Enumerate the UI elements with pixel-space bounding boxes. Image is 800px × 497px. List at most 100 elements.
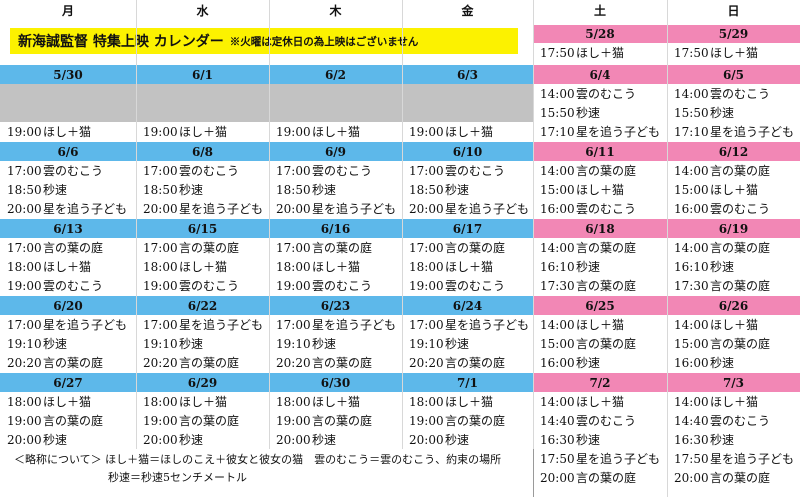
showtime[interactable]: 15:50 秒速 <box>533 103 667 122</box>
showtime[interactable]: 19:00 言の葉の庭 <box>269 411 402 430</box>
showtime[interactable]: 16:30 秒速 <box>667 430 800 449</box>
showtime[interactable]: 14:00 言の葉の庭 <box>533 161 667 180</box>
showtime[interactable]: 19:00 雲のむこう <box>402 276 533 295</box>
showtime[interactable]: 14:40 雲のむこう <box>667 411 800 430</box>
date-label: 6/6 <box>0 142 136 161</box>
showtime[interactable]: 18:00 ほし＋猫 <box>136 257 269 276</box>
showtime[interactable]: 14:00 ほし＋猫 <box>533 315 667 334</box>
showtime-title: 雲のむこう <box>445 164 506 178</box>
showtime[interactable]: 17:30 言の葉の庭 <box>533 276 667 295</box>
showtime[interactable]: 19:00 ほし＋猫 <box>402 122 533 141</box>
showtime[interactable]: 20:00 秒速 <box>0 430 136 449</box>
showtime[interactable]: 15:00 言の葉の庭 <box>533 334 667 353</box>
showtime[interactable]: 20:00 星を追う子ども <box>136 199 269 218</box>
showtime[interactable]: 17:00 雲のむこう <box>0 161 136 180</box>
showtime[interactable]: 17:00 星を追う子ども <box>402 315 533 334</box>
showtime[interactable]: 14:40 雲のむこう <box>533 411 667 430</box>
showtime[interactable]: 17:00 雲のむこう <box>402 161 533 180</box>
showtime[interactable]: 18:00 ほし＋猫 <box>402 257 533 276</box>
showtime-title: 秒速 <box>576 260 601 274</box>
showtime[interactable]: 18:50 秒速 <box>0 180 136 199</box>
showtime[interactable]: 15:00 言の葉の庭 <box>667 334 800 353</box>
showtime[interactable]: 20:20 言の葉の庭 <box>402 353 533 372</box>
showtime[interactable]: 19:00 雲のむこう <box>269 276 402 295</box>
showtime[interactable]: 16:00 秒速 <box>667 353 800 372</box>
showtime[interactable]: 19:00 雲のむこう <box>136 276 269 295</box>
showtime[interactable]: 19:00 言の葉の庭 <box>402 411 533 430</box>
showtime[interactable]: 17:00 言の葉の庭 <box>0 238 136 257</box>
showtime[interactable]: 20:00 星を追う子ども <box>0 199 136 218</box>
showtime[interactable]: 19:10 秒速 <box>269 334 402 353</box>
showtime[interactable]: 20:00 秒速 <box>136 430 269 449</box>
showtime[interactable]: 14:00 言の葉の庭 <box>667 161 800 180</box>
showtime[interactable]: 18:00 ほし＋猫 <box>0 392 136 411</box>
showtime[interactable]: 17:00 星を追う子ども <box>269 315 402 334</box>
showtime[interactable]: 19:00 ほし＋猫 <box>269 122 402 141</box>
showtime[interactable]: 16:30 秒速 <box>533 430 667 449</box>
date-label: 5/30 <box>0 65 136 84</box>
showtime[interactable]: 15:50 秒速 <box>667 103 800 122</box>
showtime[interactable]: 14:00 雲のむこう <box>667 84 800 103</box>
showtime[interactable]: 17:00 雲のむこう <box>136 161 269 180</box>
showtime[interactable]: 19:10 秒速 <box>402 334 533 353</box>
showtime[interactable]: 14:00 ほし＋猫 <box>533 392 667 411</box>
showtime[interactable]: 20:00 星を追う子ども <box>269 199 402 218</box>
showtime[interactable]: 17:50 星を追う子ども <box>667 449 800 468</box>
showtime[interactable]: 17:50 ほし＋猫 <box>667 43 800 62</box>
showtime-time: 20:00 <box>7 432 42 447</box>
showtime[interactable]: 20:20 言の葉の庭 <box>269 353 402 372</box>
showtime[interactable]: 17:00 言の葉の庭 <box>136 238 269 257</box>
showtime[interactable]: 17:00 言の葉の庭 <box>269 238 402 257</box>
showtime[interactable]: 20:00 星を追う子ども <box>402 199 533 218</box>
showtime[interactable]: 16:00 雲のむこう <box>667 199 800 218</box>
showtime[interactable]: 16:00 雲のむこう <box>533 199 667 218</box>
showtime[interactable]: 18:50 秒速 <box>136 180 269 199</box>
showtime[interactable]: 15:00 ほし＋猫 <box>667 180 800 199</box>
showtime[interactable]: 14:00 言の葉の庭 <box>533 238 667 257</box>
showtime[interactable]: 20:00 言の葉の庭 <box>533 468 667 487</box>
date-label: 7/2 <box>533 373 667 392</box>
showtime[interactable]: 14:00 ほし＋猫 <box>667 315 800 334</box>
showtime[interactable]: 19:00 雲のむこう <box>0 276 136 295</box>
showtime[interactable]: 17:50 ほし＋猫 <box>533 43 667 62</box>
showtime[interactable]: 18:00 ほし＋猫 <box>0 257 136 276</box>
showtime[interactable]: 17:00 星を追う子ども <box>136 315 269 334</box>
showtime[interactable]: 17:00 言の葉の庭 <box>402 238 533 257</box>
showtime[interactable]: 16:00 秒速 <box>533 353 667 372</box>
showtime-title: ほし＋猫 <box>576 183 625 197</box>
showtime[interactable]: 19:00 ほし＋猫 <box>0 122 136 141</box>
showtime[interactable]: 14:00 言の葉の庭 <box>667 238 800 257</box>
showtime[interactable]: 17:50 星を追う子ども <box>533 449 667 468</box>
showtime[interactable]: 19:00 言の葉の庭 <box>0 411 136 430</box>
showtime[interactable]: 19:10 秒速 <box>136 334 269 353</box>
showtime-title: ほし＋猫 <box>43 125 92 139</box>
showtime[interactable]: 20:20 言の葉の庭 <box>136 353 269 372</box>
showtime[interactable]: 14:00 雲のむこう <box>533 84 667 103</box>
showtime[interactable]: 18:00 ほし＋猫 <box>402 392 533 411</box>
showtime[interactable]: 17:10 星を追う子ども <box>533 122 667 141</box>
showtime[interactable]: 18:00 ほし＋猫 <box>269 392 402 411</box>
showtime[interactable]: 18:00 ほし＋猫 <box>136 392 269 411</box>
showtime[interactable]: 15:00 ほし＋猫 <box>533 180 667 199</box>
showtime[interactable]: 19:00 言の葉の庭 <box>136 411 269 430</box>
showtime[interactable]: 14:00 ほし＋猫 <box>667 392 800 411</box>
showtime[interactable]: 19:10 秒速 <box>0 334 136 353</box>
showtime-time: 19:10 <box>7 336 42 351</box>
showtime[interactable]: 20:00 言の葉の庭 <box>667 468 800 487</box>
showtime[interactable]: 17:00 雲のむこう <box>269 161 402 180</box>
grid-divider <box>533 0 534 449</box>
showtime[interactable]: 18:50 秒速 <box>269 180 402 199</box>
showtime-time: 18:00 <box>276 259 311 274</box>
showtime[interactable]: 17:30 言の葉の庭 <box>667 276 800 295</box>
showtime[interactable]: 17:10 星を追う子ども <box>667 122 800 141</box>
showtime[interactable]: 19:00 ほし＋猫 <box>136 122 269 141</box>
showtime[interactable]: 18:50 秒速 <box>402 180 533 199</box>
showtime[interactable]: 18:00 ほし＋猫 <box>269 257 402 276</box>
showtime[interactable]: 20:20 言の葉の庭 <box>0 353 136 372</box>
showtime[interactable]: 16:10 秒速 <box>533 257 667 276</box>
showtime[interactable]: 20:00 秒速 <box>402 430 533 449</box>
showtime[interactable]: 17:00 星を追う子ども <box>0 315 136 334</box>
showtime[interactable]: 16:10 秒速 <box>667 257 800 276</box>
date-text: 6/17 <box>452 221 483 236</box>
showtime[interactable]: 20:00 秒速 <box>269 430 402 449</box>
